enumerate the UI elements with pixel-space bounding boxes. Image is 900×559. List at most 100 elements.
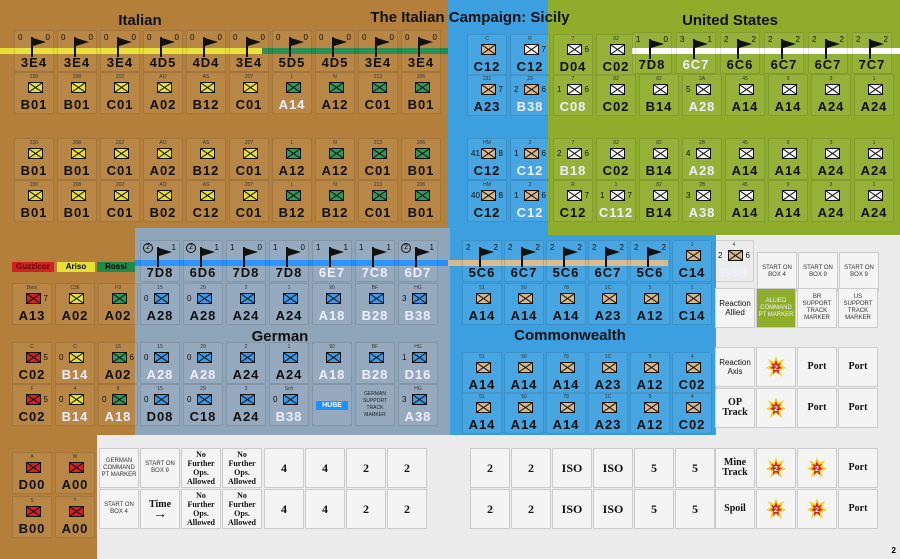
us-support-track-marker[interactable]: US SUPPORT TRACK MARKER: [838, 288, 878, 328]
flag-counter[interactable]: 1 1 7C8: [355, 240, 395, 282]
unit-counter[interactable]: 4 C02: [672, 352, 712, 394]
time-marker[interactable]: Time →: [140, 489, 180, 529]
start-on-box-9-marker[interactable]: START ON BOX 9: [140, 448, 180, 488]
unit-counter[interactable]: 202 C01: [100, 138, 140, 180]
unit-counter[interactable]: 206 B01: [401, 180, 441, 222]
flag-counter[interactable]: 0 0 4D5: [315, 30, 355, 72]
unit-counter[interactable]: AS C12: [186, 180, 226, 222]
unit-counter[interactable]: 1 1 7 C112: [596, 180, 636, 222]
flag-counter[interactable]: 3 1 6C7: [676, 32, 716, 74]
unit-counter[interactable]: AO A02: [143, 138, 183, 180]
unit-counter[interactable]: 16 6 A02: [98, 342, 138, 384]
unit-counter[interactable]: 15 0 A28: [140, 342, 180, 384]
unit-counter[interactable]: 8 0 A18: [98, 384, 138, 426]
br-support-track-marker[interactable]: BR SUPPORT TRACK MARKER: [797, 288, 837, 328]
unit-counter[interactable]: 207 C01: [229, 138, 269, 180]
unit-counter[interactable]: 5 A12: [630, 283, 670, 325]
spoil-marker[interactable]: Spoil: [715, 489, 755, 529]
explosion-marker[interactable]: 2: [756, 448, 796, 488]
unit-counter[interactable]: 45 A14: [725, 180, 765, 222]
flag-counter[interactable]: 0 0 3E4: [401, 30, 441, 72]
unit-counter[interactable]: 4 2 6 B38: [714, 240, 754, 282]
value-marker[interactable]: 2: [511, 489, 551, 529]
unit-counter[interactable]: 206 B01: [401, 138, 441, 180]
no-further-ops-marker[interactable]: No Further Ops. Allowed: [222, 489, 262, 529]
reaction-axis-marker[interactable]: Reaction Axis: [715, 347, 755, 387]
unit-counter[interactable]: 15 0 A28: [140, 283, 180, 325]
port-marker[interactable]: Port: [838, 448, 878, 488]
value-marker[interactable]: 2: [387, 448, 427, 488]
unit-counter[interactable]: 82 C02: [596, 74, 636, 116]
unit-counter[interactable]: R 7 C12: [510, 34, 550, 76]
unit-counter[interactable]: HUBE: [312, 384, 352, 426]
unit-counter[interactable]: 231 7 A23: [467, 74, 507, 116]
unit-counter[interactable]: AS B12: [186, 138, 226, 180]
unit-counter[interactable]: 45 A14: [725, 74, 765, 116]
unit-counter[interactable]: 2 1 6 C12: [510, 180, 550, 222]
value-marker[interactable]: 2: [470, 448, 510, 488]
unit-counter[interactable]: AS B12: [186, 72, 226, 114]
unit-counter[interactable]: 3 A24: [811, 180, 851, 222]
value-marker[interactable]: 5: [634, 448, 674, 488]
port-marker[interactable]: Port: [838, 489, 878, 529]
unit-counter[interactable]: AO B02: [143, 180, 183, 222]
unit-counter[interactable]: 2 A24: [226, 342, 266, 384]
port-marker[interactable]: Port: [797, 347, 837, 387]
explosion-marker[interactable]: 2: [756, 388, 796, 428]
unit-counter[interactable]: 7 1 6 C08: [553, 74, 593, 116]
unit-counter[interactable]: 3 A24: [811, 74, 851, 116]
unit-counter[interactable]: 5 A12: [630, 392, 670, 434]
value-marker[interactable]: 2: [470, 489, 510, 529]
unit-counter[interactable]: HM 40 8 C12: [467, 180, 507, 222]
value-marker[interactable]: 4: [264, 448, 304, 488]
unit-counter[interactable]: 15 0 D08: [140, 384, 180, 426]
value-marker[interactable]: 2: [346, 489, 386, 529]
no-further-ops-marker[interactable]: No Further Ops. Allowed: [181, 448, 221, 488]
unit-counter[interactable]: 29 0 C18: [183, 384, 223, 426]
unit-counter[interactable]: 51 A14: [462, 392, 502, 434]
value-marker[interactable]: 4: [305, 489, 345, 529]
unit-counter[interactable]: 208 B01: [57, 180, 97, 222]
unit-counter[interactable]: N A12: [315, 138, 355, 180]
unit-counter[interactable]: 2B 3 A38: [682, 180, 722, 222]
unit-counter[interactable]: 78 A14: [546, 352, 586, 394]
unit-counter[interactable]: 50 A14: [504, 352, 544, 394]
flag-counter[interactable]: 1 0 7D8: [226, 240, 266, 282]
unit-counter[interactable]: 230 B01: [14, 180, 54, 222]
no-further-ops-marker[interactable]: No Further Ops. Allowed: [181, 489, 221, 529]
unit-counter[interactable]: R 7 C12: [553, 180, 593, 222]
value-marker[interactable]: 4: [264, 489, 304, 529]
explosion-marker[interactable]: 2: [797, 489, 837, 529]
unit-counter[interactable]: 1C A23: [588, 283, 628, 325]
unit-counter[interactable]: 208 B01: [57, 138, 97, 180]
flag-counter[interactable]: 2 1 6D6: [183, 240, 223, 282]
flag-counter[interactable]: 1 0 7D8: [269, 240, 309, 282]
flag-counter[interactable]: 2 2 6C7: [504, 240, 544, 282]
unit-counter[interactable]: N B12: [315, 180, 355, 222]
unit-counter[interactable]: 2 1 6 C12: [510, 138, 550, 180]
unit-counter[interactable]: Bers 7 A13: [12, 283, 52, 325]
unit-counter[interactable]: 90 A18: [312, 342, 352, 384]
unit-counter[interactable]: 4 C02: [672, 392, 712, 434]
flag-counter[interactable]: 0 0 3E4: [57, 30, 97, 72]
explosion-marker[interactable]: 2: [797, 448, 837, 488]
unit-counter[interactable]: T A00: [55, 496, 95, 538]
flag-counter[interactable]: 2 2 6C6: [720, 32, 760, 74]
unit-counter[interactable]: 29 0 A28: [183, 283, 223, 325]
explosion-marker[interactable]: 2: [756, 347, 796, 387]
value-marker[interactable]: 4: [305, 448, 345, 488]
value-marker[interactable]: ISO: [593, 448, 633, 488]
unit-counter[interactable]: AO A02: [143, 72, 183, 114]
unit-counter[interactable]: 29 0 A28: [183, 342, 223, 384]
flag-counter[interactable]: 1 1 6E7: [312, 240, 352, 282]
flag-counter[interactable]: 2 2 7C7: [852, 32, 892, 74]
unit-counter[interactable]: 9 A14: [768, 74, 808, 116]
start-on-box-4-marker[interactable]: START ON BOX 4: [757, 252, 797, 292]
unit-counter[interactable]: F 5 C02: [12, 384, 52, 426]
unit-counter[interactable]: 5 A12: [630, 352, 670, 394]
unit-counter[interactable]: 2B 4 A28: [682, 138, 722, 180]
unit-counter[interactable]: 4 0 B14: [55, 384, 95, 426]
start-on-box-4-marker[interactable]: START ON BOX 4: [99, 489, 139, 529]
flag-counter[interactable]: 0 0 4D5: [143, 30, 183, 72]
unit-counter[interactable]: 1 A24: [854, 138, 894, 180]
